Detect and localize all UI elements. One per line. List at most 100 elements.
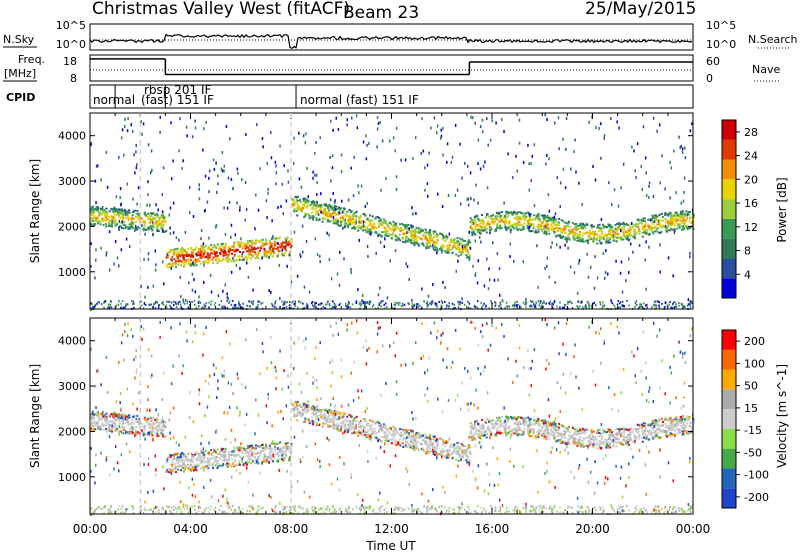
echo-cell bbox=[191, 251, 194, 254]
echo-cell bbox=[462, 244, 465, 247]
echo-cell bbox=[401, 229, 404, 232]
echo-cell bbox=[352, 220, 355, 223]
echo-cell bbox=[571, 433, 574, 436]
echo-cell bbox=[278, 441, 281, 444]
echo-cell bbox=[571, 302, 573, 305]
echo-cell bbox=[95, 216, 98, 219]
echo-cell bbox=[229, 454, 232, 457]
echo-cell bbox=[682, 430, 685, 433]
echo-cell bbox=[297, 205, 300, 208]
echo-cell bbox=[278, 263, 281, 267]
echo-cell bbox=[653, 216, 656, 219]
echo-cell bbox=[99, 223, 102, 226]
echo-cell bbox=[549, 421, 552, 424]
echo-cell bbox=[385, 231, 388, 234]
echo-cell bbox=[467, 240, 470, 243]
echo-cell bbox=[148, 304, 151, 307]
echo-cell bbox=[151, 220, 154, 224]
echo-cell bbox=[645, 427, 648, 430]
echo-cell bbox=[684, 220, 687, 223]
echo-cell bbox=[468, 257, 470, 261]
echo-cell bbox=[397, 236, 400, 239]
echo-cell bbox=[237, 244, 240, 247]
echo-cell bbox=[368, 232, 371, 235]
echo-cell bbox=[579, 305, 581, 308]
echo-cell bbox=[487, 223, 490, 226]
echo-cell bbox=[415, 231, 418, 234]
echo-cell bbox=[560, 219, 563, 222]
echo-cell bbox=[371, 215, 374, 218]
echo-cell bbox=[601, 223, 604, 226]
echo-cell bbox=[617, 226, 620, 229]
echo-cell bbox=[140, 120, 142, 124]
echo-cell bbox=[110, 224, 113, 227]
echo-cell bbox=[174, 252, 177, 255]
echo-cell bbox=[378, 302, 381, 305]
echo-cell bbox=[292, 200, 295, 203]
echo-cell bbox=[441, 245, 444, 248]
echo-cell bbox=[541, 221, 544, 224]
echo-cell bbox=[108, 415, 111, 418]
echo-cell bbox=[633, 223, 636, 226]
echo-cell bbox=[547, 221, 550, 224]
echo-cell bbox=[535, 422, 538, 425]
echo-cell bbox=[326, 410, 329, 413]
echo-cell bbox=[431, 243, 434, 247]
echo-cell bbox=[580, 300, 583, 303]
echo-cell bbox=[555, 220, 558, 223]
echo-cell bbox=[586, 242, 589, 245]
echo-cell bbox=[149, 432, 152, 435]
echo-cell bbox=[450, 161, 453, 165]
echo-cell bbox=[492, 218, 495, 221]
echo-cell bbox=[117, 303, 120, 306]
echo-cell bbox=[271, 304, 274, 308]
echo-cell bbox=[92, 220, 95, 223]
echo-cell bbox=[633, 234, 636, 237]
echo-cell bbox=[660, 436, 663, 439]
echo-cell bbox=[429, 232, 432, 235]
echo-cell bbox=[436, 249, 439, 252]
echo-cell bbox=[191, 248, 194, 251]
echo-cell bbox=[362, 224, 365, 228]
echo-cell bbox=[143, 224, 146, 227]
echo-cell bbox=[408, 303, 410, 306]
echo-cell bbox=[290, 280, 293, 284]
echo-cell bbox=[658, 222, 661, 225]
echo-cell bbox=[417, 432, 420, 435]
echo-cell bbox=[607, 241, 610, 244]
cpid-normal-fast-151: normal (fast) 151 IF bbox=[300, 93, 419, 107]
echo-cell bbox=[298, 177, 301, 181]
echo-cell bbox=[535, 214, 538, 217]
echo-cell bbox=[607, 239, 610, 242]
echo-cell bbox=[654, 304, 657, 307]
echo-cell bbox=[608, 236, 611, 239]
echo-cell bbox=[174, 261, 177, 264]
echo-cell bbox=[315, 418, 318, 421]
echo-cell bbox=[299, 206, 302, 209]
echo-cell bbox=[679, 210, 682, 213]
echo-cell bbox=[220, 167, 223, 171]
echo-cell bbox=[600, 241, 603, 245]
echo-cell bbox=[224, 447, 227, 450]
echo-cell bbox=[281, 241, 284, 244]
echo-cell bbox=[633, 230, 636, 233]
echo-cell bbox=[158, 223, 161, 226]
echo-cell bbox=[270, 302, 273, 305]
echo-cell bbox=[345, 214, 348, 217]
echo-cell bbox=[248, 300, 250, 303]
echo-cell bbox=[580, 240, 583, 243]
echo-cell bbox=[511, 223, 514, 226]
echo-cell bbox=[463, 303, 466, 306]
echo-cell bbox=[350, 271, 353, 275]
echo-cell bbox=[515, 225, 518, 228]
echo-cell bbox=[564, 221, 567, 224]
echo-cell bbox=[399, 301, 401, 304]
echo-cell bbox=[500, 419, 503, 422]
echo-cell bbox=[131, 225, 134, 228]
echo-cell bbox=[241, 245, 244, 248]
echo-cell bbox=[531, 301, 533, 304]
echo-cell bbox=[409, 446, 412, 449]
echo-cell bbox=[333, 200, 336, 204]
echo-cell bbox=[265, 445, 268, 448]
